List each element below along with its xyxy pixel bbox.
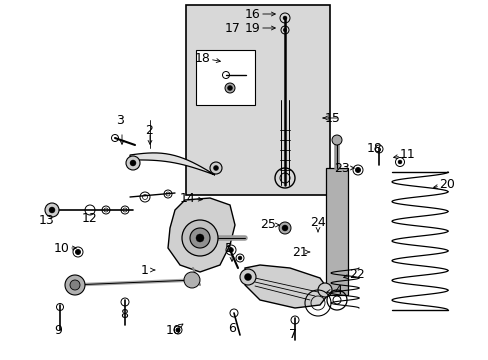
Bar xyxy=(196,50,254,105)
Circle shape xyxy=(183,272,200,288)
Polygon shape xyxy=(168,198,235,272)
Circle shape xyxy=(283,28,286,32)
Text: 13: 13 xyxy=(39,213,55,226)
Text: 25: 25 xyxy=(260,219,275,231)
Circle shape xyxy=(45,203,59,217)
Text: 23: 23 xyxy=(333,162,349,175)
Text: 10: 10 xyxy=(54,242,70,255)
Text: 21: 21 xyxy=(291,246,307,258)
Circle shape xyxy=(238,256,242,260)
Text: 12: 12 xyxy=(82,211,98,225)
Text: 15: 15 xyxy=(325,112,340,125)
Text: 16: 16 xyxy=(244,8,260,21)
Polygon shape xyxy=(244,265,329,308)
Text: 22: 22 xyxy=(348,269,364,282)
Circle shape xyxy=(65,275,85,295)
Circle shape xyxy=(49,207,55,213)
Circle shape xyxy=(282,225,287,231)
Circle shape xyxy=(176,328,180,332)
Circle shape xyxy=(244,274,251,280)
Circle shape xyxy=(397,160,401,164)
Circle shape xyxy=(190,228,209,248)
Text: 20: 20 xyxy=(438,179,454,192)
Text: 1: 1 xyxy=(141,264,149,276)
Circle shape xyxy=(227,85,232,90)
Text: 19: 19 xyxy=(244,22,260,35)
Circle shape xyxy=(279,222,290,234)
Bar xyxy=(185,5,329,195)
Circle shape xyxy=(182,220,218,256)
Text: 6: 6 xyxy=(227,321,235,334)
Bar xyxy=(325,168,347,295)
Text: 7: 7 xyxy=(288,328,296,342)
Text: 2: 2 xyxy=(145,123,153,136)
Text: 24: 24 xyxy=(309,216,325,229)
Circle shape xyxy=(331,135,341,145)
Text: 18: 18 xyxy=(195,51,210,64)
Text: 10: 10 xyxy=(166,324,182,337)
Circle shape xyxy=(75,249,81,255)
Circle shape xyxy=(209,162,222,174)
Polygon shape xyxy=(130,153,215,175)
Circle shape xyxy=(355,167,360,172)
Circle shape xyxy=(70,280,80,290)
Circle shape xyxy=(283,16,286,20)
Text: 8: 8 xyxy=(120,309,128,321)
Circle shape xyxy=(126,156,140,170)
Text: 9: 9 xyxy=(54,324,62,337)
Circle shape xyxy=(228,248,233,252)
Text: 3: 3 xyxy=(116,113,123,126)
Circle shape xyxy=(213,166,218,171)
Circle shape xyxy=(240,269,256,285)
Circle shape xyxy=(317,283,331,297)
Text: 17: 17 xyxy=(224,22,241,35)
Text: 18: 18 xyxy=(366,141,382,154)
Circle shape xyxy=(224,83,235,93)
Circle shape xyxy=(196,234,203,242)
Text: 14: 14 xyxy=(180,192,196,204)
Text: 4: 4 xyxy=(333,284,341,297)
Text: 5: 5 xyxy=(224,242,232,255)
Circle shape xyxy=(130,160,136,166)
Text: 11: 11 xyxy=(399,148,415,162)
